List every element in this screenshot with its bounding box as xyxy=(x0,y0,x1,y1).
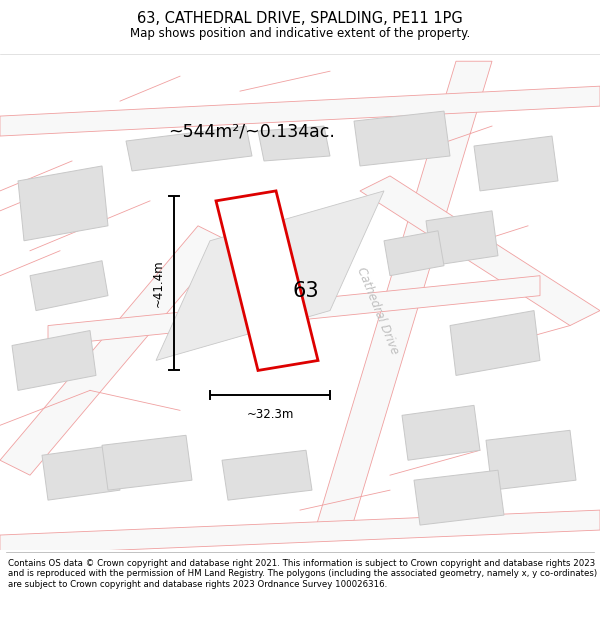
Polygon shape xyxy=(450,311,540,376)
Polygon shape xyxy=(360,176,600,326)
Text: Map shows position and indicative extent of the property.: Map shows position and indicative extent… xyxy=(130,27,470,40)
Polygon shape xyxy=(30,261,108,311)
Polygon shape xyxy=(414,470,504,525)
Polygon shape xyxy=(0,226,228,475)
Polygon shape xyxy=(312,61,492,540)
Polygon shape xyxy=(258,126,330,161)
Polygon shape xyxy=(216,191,318,371)
Polygon shape xyxy=(384,231,444,276)
Polygon shape xyxy=(12,331,96,391)
Polygon shape xyxy=(402,406,480,460)
Polygon shape xyxy=(126,126,252,171)
Polygon shape xyxy=(354,111,450,166)
Polygon shape xyxy=(426,211,498,266)
Polygon shape xyxy=(102,435,192,490)
Polygon shape xyxy=(474,136,558,191)
Polygon shape xyxy=(0,86,600,136)
Text: Cathedral Drive: Cathedral Drive xyxy=(355,265,401,356)
Polygon shape xyxy=(156,191,384,361)
Text: 63: 63 xyxy=(293,281,319,301)
Text: Contains OS data © Crown copyright and database right 2021. This information is : Contains OS data © Crown copyright and d… xyxy=(8,559,597,589)
Text: ~32.3m: ~32.3m xyxy=(247,408,293,421)
Text: 63, CATHEDRAL DRIVE, SPALDING, PE11 1PG: 63, CATHEDRAL DRIVE, SPALDING, PE11 1PG xyxy=(137,11,463,26)
Polygon shape xyxy=(48,276,540,346)
Polygon shape xyxy=(486,430,576,490)
Text: ~41.4m: ~41.4m xyxy=(152,259,165,307)
Polygon shape xyxy=(0,510,600,555)
Polygon shape xyxy=(222,450,312,500)
Polygon shape xyxy=(18,166,108,241)
Text: ~544m²/~0.134ac.: ~544m²/~0.134ac. xyxy=(168,122,335,140)
Polygon shape xyxy=(42,445,120,500)
